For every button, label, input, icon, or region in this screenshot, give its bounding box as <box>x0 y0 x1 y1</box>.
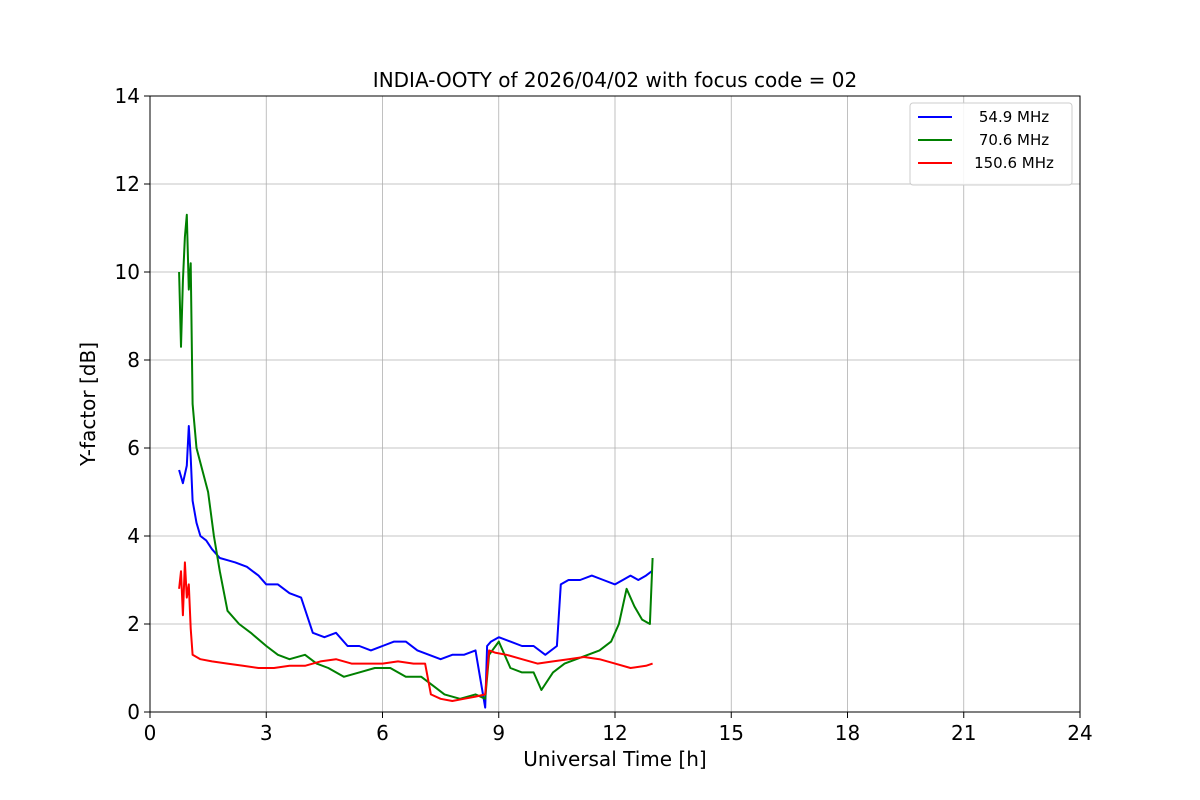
series-line-0 <box>178 425 653 709</box>
x-tick-label: 15 <box>719 721 744 745</box>
y-tick-label: 10 <box>115 260 140 284</box>
y-tick-label: 0 <box>127 700 140 724</box>
y-tick-label: 12 <box>115 172 140 196</box>
legend: 54.9 MHz 70.6 MHz 150.6 MHz <box>909 102 1073 186</box>
chart-title: INDIA-OOTY of 2026/04/02 with focus code… <box>373 68 857 92</box>
x-axis-label: Universal Time [h] <box>523 747 706 771</box>
legend-label-1: 70.6 MHz <box>979 131 1049 149</box>
y-tick-label: 8 <box>127 348 140 372</box>
x-tick-label: 24 <box>1067 721 1092 745</box>
x-tick-label: 3 <box>260 721 273 745</box>
x-tick-label: 18 <box>835 721 860 745</box>
legend-label-0: 54.9 MHz <box>979 108 1049 126</box>
y-axis-label: Y-factor [dB] <box>76 342 100 467</box>
y-tick-label: 6 <box>127 436 140 460</box>
y-tick-label: 4 <box>127 524 140 548</box>
series-line-2 <box>178 561 653 702</box>
legend-label-2: 150.6 MHz <box>974 154 1054 172</box>
x-tick-label: 12 <box>602 721 627 745</box>
x-tick-label: 21 <box>951 721 976 745</box>
y-tick-label: 2 <box>127 612 140 636</box>
x-tick-label: 9 <box>492 721 505 745</box>
x-tick-label: 6 <box>376 721 389 745</box>
series-layer <box>178 213 654 709</box>
legend-box <box>909 102 1073 186</box>
x-tick-label: 0 <box>144 721 157 745</box>
y-tick-label: 14 <box>115 84 140 108</box>
